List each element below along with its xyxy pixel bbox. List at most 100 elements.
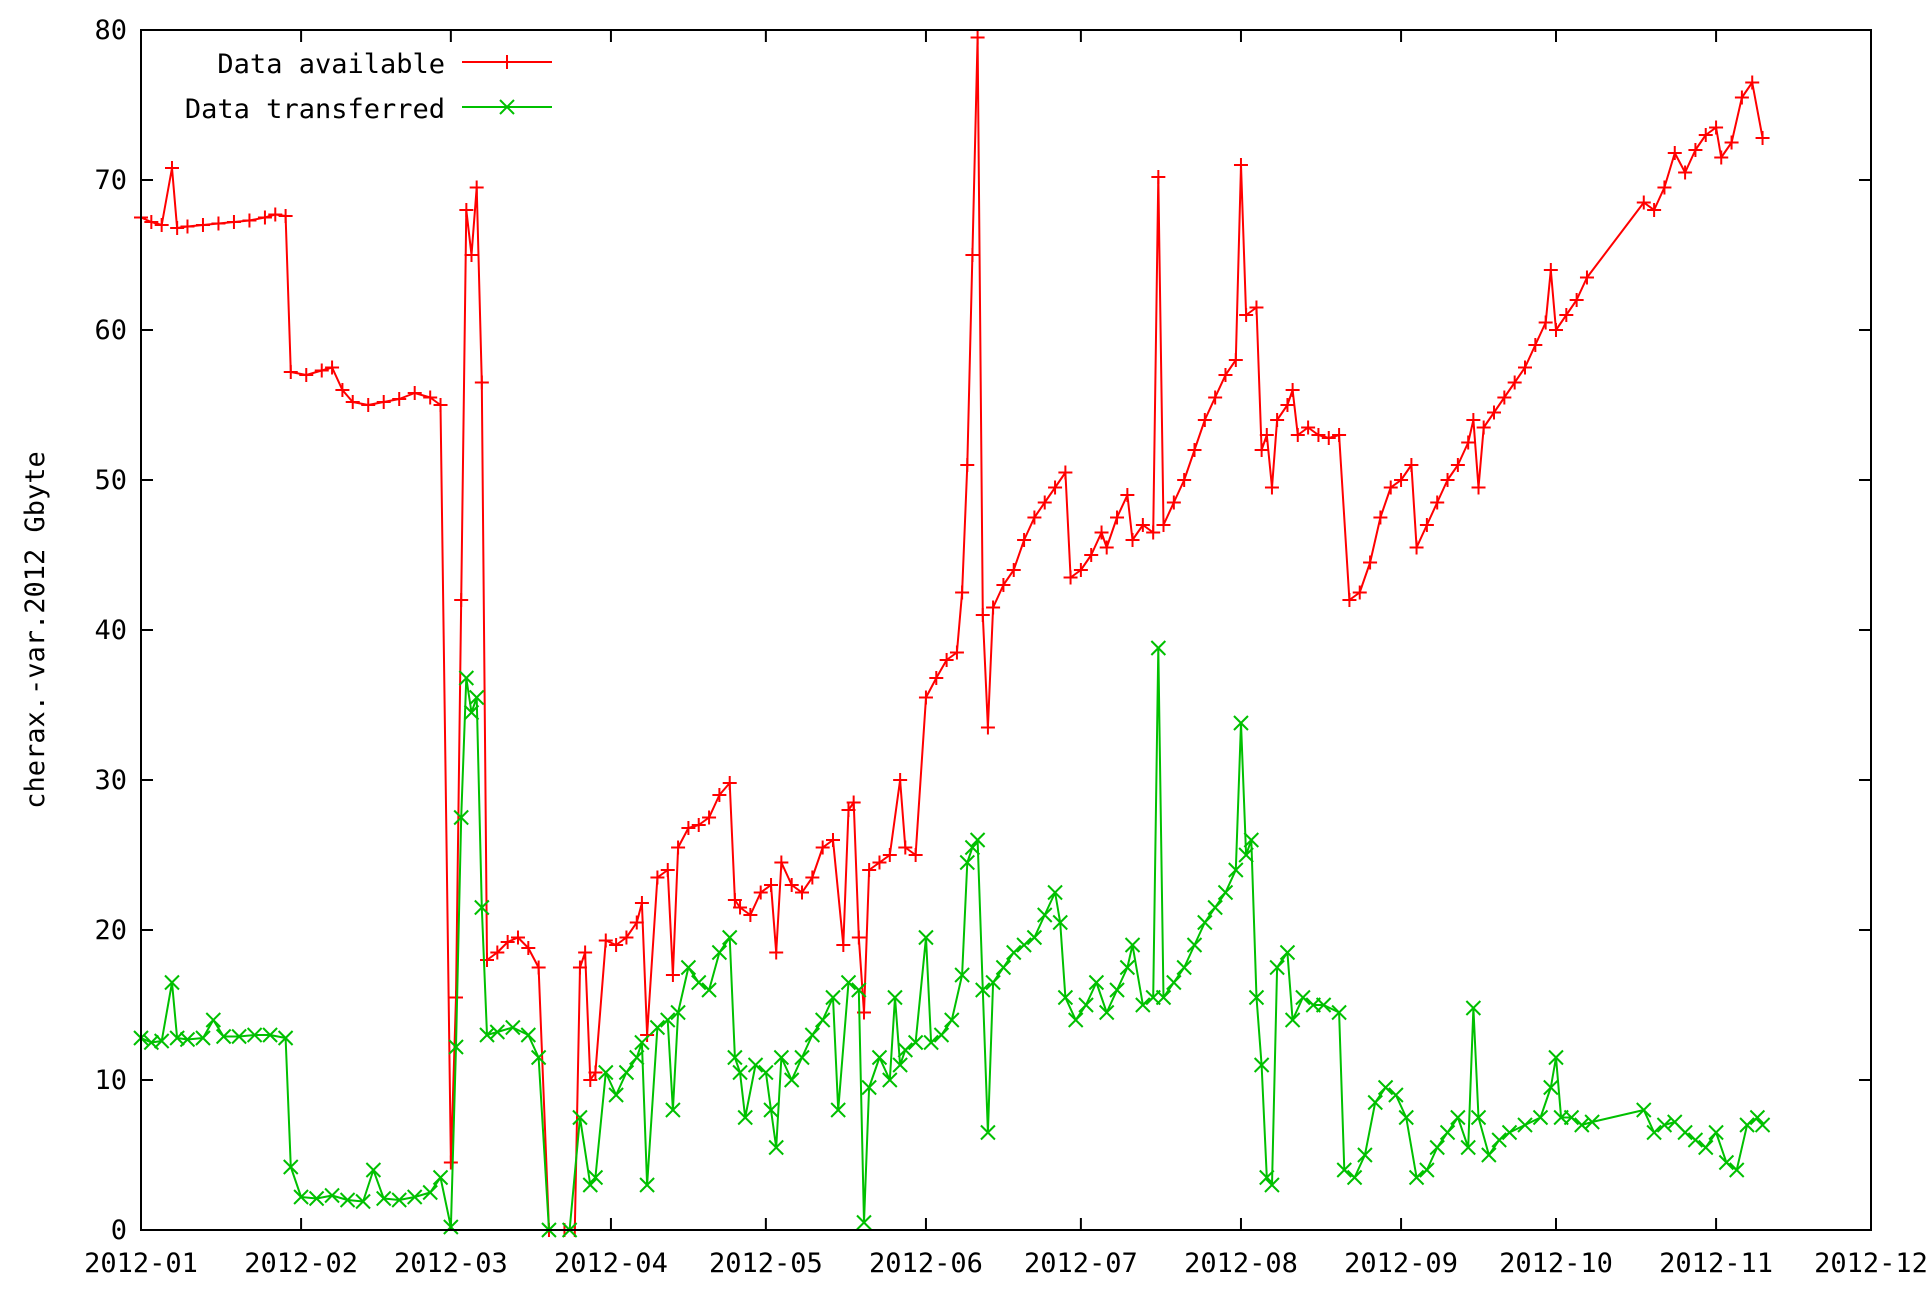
data-point-series-0 [826, 833, 840, 847]
data-point-series-1 [959, 854, 975, 871]
data-point-series-1 [964, 839, 981, 856]
x-tick-label: 2012-01 [84, 1248, 198, 1279]
data-point-series-0 [681, 821, 696, 835]
data-point-series-0 [1156, 518, 1171, 532]
data-point-series-0 [1233, 158, 1248, 172]
data-point-series-0 [278, 209, 293, 223]
data-point-series-1 [1088, 974, 1105, 991]
data-point-series-0 [211, 216, 226, 231]
data-point-series-1 [1238, 847, 1254, 863]
data-point-series-1 [758, 1064, 774, 1081]
data-point-series-0 [862, 863, 877, 877]
data-point-series-0 [996, 578, 1011, 592]
data-point-series-0 [578, 945, 593, 960]
data-point-series-1 [980, 1124, 996, 1141]
data-point-series-0 [1352, 585, 1367, 600]
data-point-series-1 [1186, 937, 1203, 953]
data-point-series-0 [510, 930, 525, 945]
data-point-series-1 [1057, 989, 1074, 1006]
y-axis-label: cherax.-var.2012 Gbyte [20, 451, 51, 809]
y-tick-label: 20 [94, 915, 127, 946]
data-point-series-1 [608, 1087, 624, 1103]
data-point-series-0 [1724, 135, 1739, 150]
data-point-series-1 [1470, 1109, 1487, 1126]
data-point-series-1 [1481, 1147, 1497, 1163]
data-point-series-1 [1491, 1132, 1507, 1148]
data-point-series-0 [449, 990, 464, 1005]
data-point-series-1 [489, 1024, 506, 1040]
data-point-series-0 [1177, 473, 1192, 487]
data-point-series-0 [583, 1073, 598, 1087]
data-point-series-1 [711, 944, 728, 961]
y-tick-label: 30 [94, 765, 127, 796]
data-point-series-0 [1543, 263, 1558, 277]
data-point-series-1 [1233, 715, 1249, 731]
data-point-series-0 [733, 900, 748, 915]
data-point-series-1 [324, 1187, 340, 1204]
data-point-series-0 [1125, 533, 1140, 547]
data-point-series-0 [1647, 203, 1662, 217]
data-point-series-0 [345, 395, 360, 409]
data-point-series-1 [1264, 1177, 1280, 1193]
data-point-series-1 [660, 1012, 676, 1028]
data-point-series-1 [840, 974, 857, 991]
y-tick-label: 50 [94, 465, 127, 496]
y-tick-label: 70 [94, 165, 127, 196]
data-point-series-0 [464, 248, 479, 262]
data-point-series-0 [1249, 300, 1264, 315]
data-point-series-0 [1419, 518, 1434, 532]
data-point-series-1 [995, 959, 1012, 976]
data-point-series-1 [1754, 1117, 1771, 1133]
data-point-series-1 [1346, 1169, 1363, 1186]
data-point-series-0 [1239, 308, 1254, 322]
data-point-series-0 [1636, 195, 1651, 210]
data-point-series-1 [1708, 1124, 1724, 1141]
data-point-series-1 [1388, 1087, 1404, 1103]
data-point-series-1 [376, 1190, 392, 1207]
data-point-series-0 [908, 848, 923, 862]
data-point-series-0 [1714, 150, 1729, 165]
data-point-series-0 [170, 221, 185, 235]
data-point-series-1 [851, 982, 867, 998]
data-point-series-1 [1269, 959, 1285, 976]
data-point-series-0 [1466, 413, 1481, 427]
data-point-series-0 [325, 360, 340, 375]
data-point-series-1 [773, 1049, 790, 1066]
data-point-series-1 [1548, 1049, 1564, 1066]
data-point-series-0 [774, 855, 789, 870]
data-point-series-1 [453, 809, 469, 826]
data-point-series-1 [1068, 1012, 1084, 1028]
data-point-series-1 [1336, 1162, 1352, 1178]
data-point-series-1 [1532, 1109, 1549, 1126]
data-point-series-0 [634, 896, 649, 910]
data-point-series-1 [1439, 1124, 1456, 1141]
data-point-series-1 [422, 1184, 438, 1201]
data-point-series-1 [629, 1049, 645, 1066]
x-tick-label: 2012-08 [1184, 1248, 1298, 1279]
data-point-series-0 [283, 365, 298, 379]
data-point-series-0 [1548, 323, 1563, 337]
data-point-series-1 [448, 1039, 464, 1055]
data-point-series-0 [712, 788, 727, 802]
series-line-0 [140, 36, 1764, 1231]
data-point-series-0 [805, 870, 820, 885]
data-point-series-1 [737, 1109, 753, 1126]
data-point-series-1 [814, 1012, 831, 1028]
data-point-series-0 [1476, 420, 1491, 435]
data-point-series-1 [1698, 1139, 1714, 1156]
data-point-series-1 [479, 1027, 495, 1043]
data-point-series-0 [795, 885, 810, 900]
data-point-series-0 [1120, 488, 1135, 502]
data-point-series-1 [923, 1034, 939, 1051]
data-point-series-0 [955, 585, 970, 600]
data-point-series-0 [949, 645, 964, 660]
data-point-series-1 [897, 1042, 914, 1058]
data-point-series-0 [1254, 443, 1269, 457]
data-point-series-1 [293, 1189, 309, 1205]
data-point-series-0 [1440, 473, 1455, 487]
data-point-series-1 [701, 982, 717, 998]
data-point-series-1 [1026, 929, 1043, 946]
data-point-series-1 [1047, 884, 1063, 901]
